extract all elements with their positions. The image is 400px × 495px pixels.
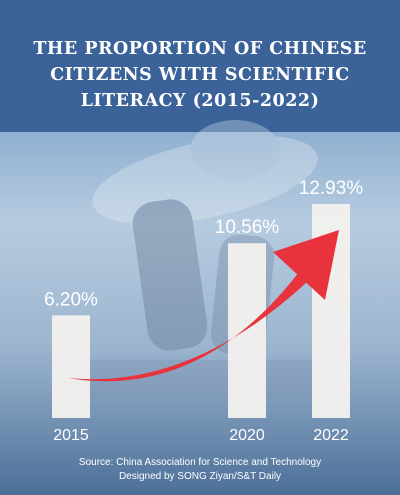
title-banner: THE PROPORTION OF CHINESE CITIZENS WITH … [0,0,400,132]
category-label-2020: 2020 [229,427,265,444]
bar-2015 [52,315,90,418]
credit-text: Designed by SONG Ziyan/S&T Daily [118,471,282,482]
trend-arrow-head [273,230,339,301]
source-text: Source: China Association for Science an… [78,457,322,468]
chart-title: THE PROPORTION OF CHINESE CITIZENS WITH … [33,39,367,111]
category-label-2022: 2022 [313,427,349,444]
category-label-2015: 2015 [53,427,89,444]
value-label-2022: 12.93% [299,178,364,199]
value-label-2020: 10.56% [215,217,280,238]
value-label-2015: 6.20% [44,289,98,310]
bar-2020 [228,243,266,418]
